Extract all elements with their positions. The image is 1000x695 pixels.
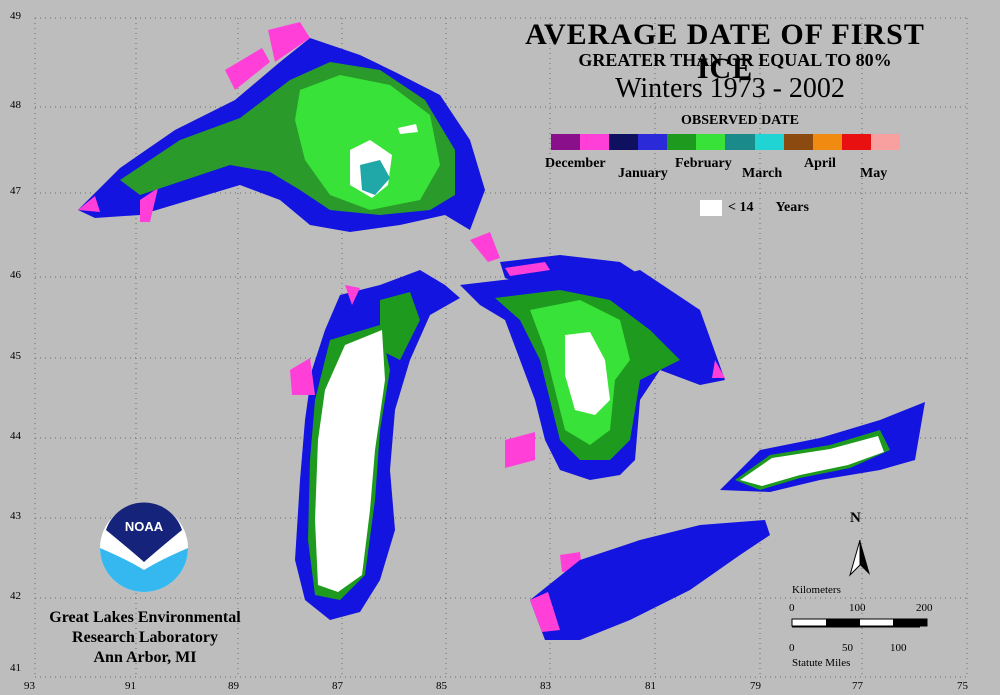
organization-name: Great Lakes Environmental Research Labor… (30, 608, 260, 668)
north-arrow (848, 539, 870, 577)
scale-km-tick-0: 0 (789, 602, 795, 614)
lon-label-87: 87 (332, 680, 343, 692)
noaa-logo-text: NOAA (125, 519, 164, 534)
lon-label-81: 81 (645, 680, 656, 692)
scale-mi-tick-100: 100 (890, 642, 907, 654)
lon-label-77: 77 (852, 680, 863, 692)
lake-michigan (290, 270, 460, 620)
lake-huron (460, 270, 725, 480)
scale-km-tick-200: 200 (916, 602, 933, 614)
lat-label-49: 49 (10, 10, 21, 22)
lat-label-48: 48 (10, 99, 21, 111)
lat-label-41: 41 (10, 662, 21, 674)
lat-label-46: 46 (10, 269, 21, 281)
ramp-segment-5 (696, 134, 726, 150)
ramp-segment-10 (841, 134, 871, 150)
threshold-swatch (700, 200, 722, 216)
scale-bar (791, 618, 928, 628)
org-line-2: Research Laboratory (72, 629, 218, 646)
legend-color-ramp (551, 134, 900, 150)
ramp-segment-1 (580, 134, 610, 150)
lake-erie (530, 520, 770, 640)
legend-month-january: January (618, 166, 668, 181)
ramp-segment-11 (870, 134, 900, 150)
ramp-segment-3 (638, 134, 668, 150)
ramp-segment-9 (812, 134, 842, 150)
scale-mi-tick-0: 0 (789, 642, 795, 654)
lat-label-45: 45 (10, 350, 21, 362)
threshold-unit: Years (775, 200, 809, 215)
ramp-segment-0 (551, 134, 581, 150)
lon-label-93: 93 (24, 680, 35, 692)
lon-label-75: 75 (957, 680, 968, 692)
scale-mi-unit: Statute Miles (792, 657, 851, 669)
lon-label-91: 91 (125, 680, 136, 692)
lat-label-44: 44 (10, 430, 21, 442)
threshold-label: < 14 (728, 200, 754, 215)
lat-label-47: 47 (10, 185, 21, 197)
legend-title: OBSERVED DATE (681, 113, 799, 128)
noaa-logo: NOAA (100, 502, 188, 592)
lat-lon-grid (34, 17, 968, 678)
legend-month-march: March (742, 166, 783, 181)
map-period: Winters 1973 - 2002 (615, 73, 845, 104)
map-title: AVERAGE DATE OF FIRST ICE (525, 18, 925, 85)
lon-label-79: 79 (750, 680, 761, 692)
lon-label-83: 83 (540, 680, 551, 692)
scale-km-unit: Kilometers (792, 584, 841, 596)
scale-mi-tick-50: 50 (842, 642, 853, 654)
ramp-segment-8 (783, 134, 813, 150)
ramp-segment-6 (725, 134, 755, 150)
org-line-3: Ann Arbor, MI (93, 649, 197, 666)
legend-month-december: December (545, 156, 606, 171)
org-line-1: Great Lakes Environmental (49, 609, 241, 626)
ramp-segment-2 (609, 134, 639, 150)
scale-km-tick-100: 100 (849, 602, 866, 614)
legend-month-april: April (804, 156, 836, 171)
lon-label-89: 89 (228, 680, 239, 692)
legend-month-february: February (675, 156, 732, 171)
legend-month-may: May (860, 166, 888, 181)
lake-ontario (720, 402, 925, 492)
lat-label-43: 43 (10, 510, 21, 522)
lon-label-85: 85 (436, 680, 447, 692)
ramp-segment-7 (754, 134, 784, 150)
ramp-segment-4 (667, 134, 697, 150)
map-subtitle: GREATER THAN OR EQUAL TO 80% (578, 50, 892, 70)
legend-threshold: < 14 Years (700, 200, 809, 216)
lat-label-42: 42 (10, 590, 21, 602)
north-label: N (850, 510, 861, 526)
lake-superior (78, 22, 485, 232)
